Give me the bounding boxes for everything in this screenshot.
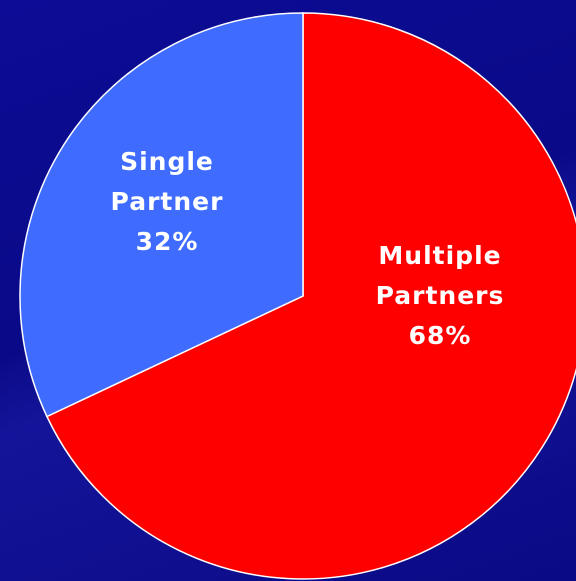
value-label: 32% <box>135 227 199 256</box>
category-label: Single Partner <box>110 147 224 216</box>
slice-label: Multiple Partners 68% <box>350 236 530 356</box>
pie-slice <box>45 12 576 580</box>
slice-label: Single Partner 32% <box>77 142 257 262</box>
value-label: 68% <box>408 321 472 350</box>
pie-slice <box>19 12 304 418</box>
category-label: Multiple Partners <box>375 241 505 310</box>
